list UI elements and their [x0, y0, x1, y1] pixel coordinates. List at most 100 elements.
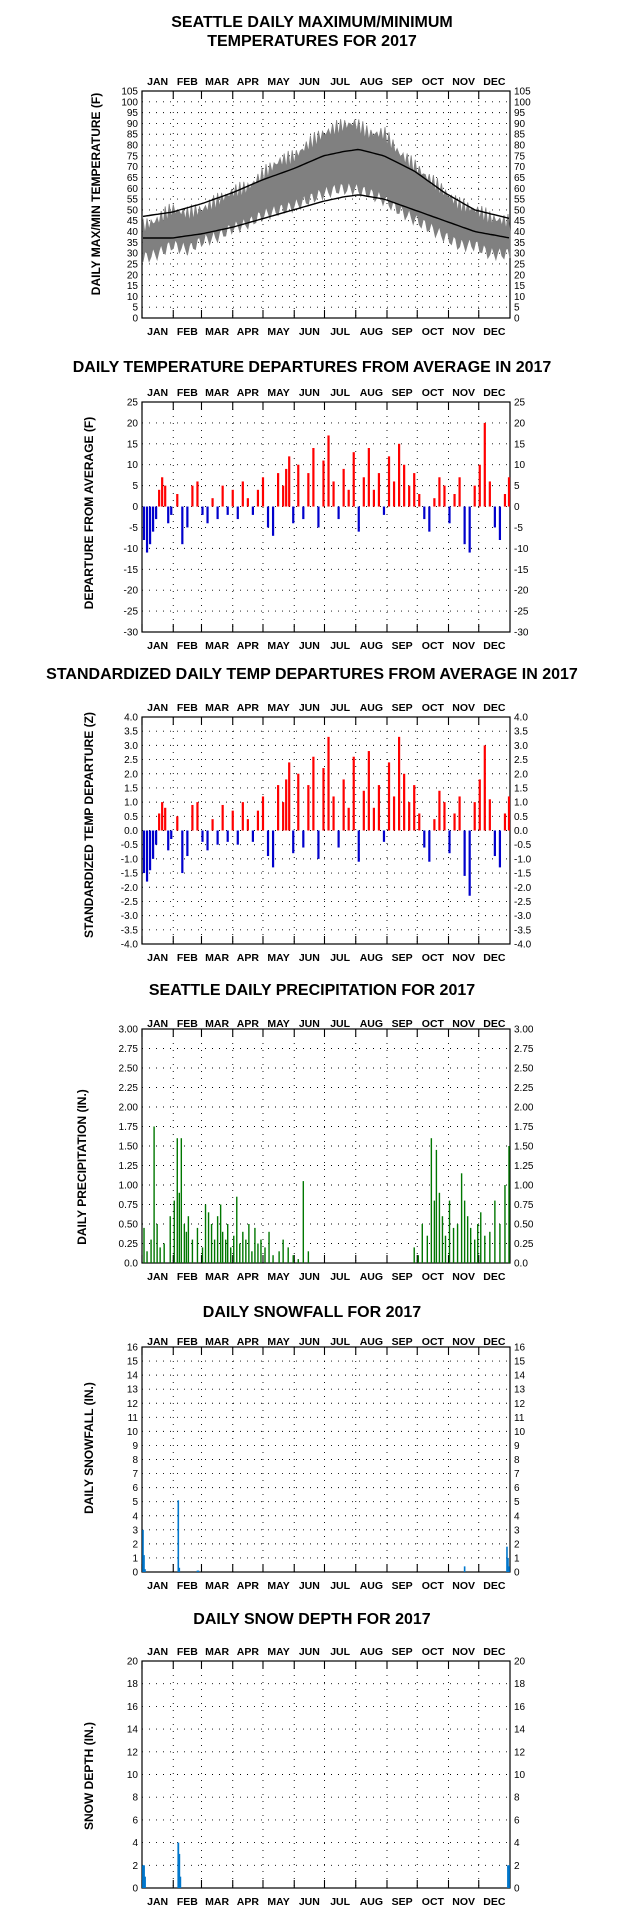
y-tick-label: 100 [121, 97, 138, 108]
month-label: JUL [330, 1018, 350, 1030]
grid [142, 402, 510, 632]
month-ticks [141, 1661, 480, 1888]
month-labels: JAN JAN FEB FEB MAR MAR APR APR MAY MAY JUN JUN JUL J… [147, 1018, 506, 1283]
y-tick-label: 15 [127, 1357, 139, 1368]
month-label: JUN [299, 76, 320, 88]
y-tick-label: 50 [514, 205, 526, 216]
bar [180, 1138, 183, 1263]
bar [226, 506, 229, 515]
chart-title-line-1: DAILY SNOWFALL FOR 2017 [202, 1304, 422, 1321]
grid [142, 91, 510, 318]
month-labels: JAN JAN FEB FEB MAR MAR APR APR MAY MAY JUN JUN JUL J… [147, 1336, 506, 1592]
month-label: JAN [147, 1580, 168, 1592]
bar [158, 813, 161, 831]
bar [245, 1239, 247, 1263]
y-tick-label: 10 [514, 292, 526, 303]
month-label: FEB [177, 387, 198, 399]
bar [216, 830, 219, 845]
bar [421, 1224, 423, 1263]
bar [417, 1255, 419, 1263]
bar [463, 506, 466, 545]
bar [282, 1239, 284, 1263]
y-tick-label: 2.50 [514, 1064, 534, 1075]
bar [477, 1224, 479, 1263]
bar [161, 477, 164, 507]
month-label: MAY [267, 1336, 289, 1348]
bar [288, 762, 291, 831]
bar [219, 1204, 222, 1263]
bar [347, 489, 350, 507]
bar [150, 1239, 152, 1263]
month-label: JAN [147, 326, 168, 338]
bar [261, 796, 265, 831]
y-tick-label: 12 [127, 1399, 139, 1410]
bar [251, 1251, 253, 1263]
month-label: NOV [452, 952, 475, 964]
bar [504, 1185, 506, 1263]
month-label: MAR [205, 1646, 229, 1658]
bar [216, 1216, 219, 1263]
y-tick-label: 2.50 [119, 1064, 139, 1075]
y-tick-label: 0 [132, 314, 138, 325]
y-tick-label: 0 [514, 1884, 520, 1895]
y-tick-label: 35 [127, 238, 139, 249]
plot-frame [141, 401, 511, 633]
month-label: JAN [147, 76, 168, 88]
y-tick-label: 75 [514, 151, 526, 162]
bar [327, 435, 330, 507]
bar [196, 481, 199, 507]
y-tick-label: 1.5 [514, 783, 528, 794]
month-label: OCT [422, 1646, 445, 1658]
y-tick-label: 18 [127, 1679, 139, 1690]
bar [231, 489, 234, 507]
bar [372, 489, 375, 507]
y-tick-label: 1 [514, 1553, 520, 1564]
bar [468, 506, 471, 553]
month-label: DEC [483, 952, 506, 964]
bar [408, 485, 411, 507]
y-tick-label: 14 [127, 1725, 139, 1736]
month-label: AUG [360, 702, 383, 714]
y-tick-label: 3 [514, 1525, 520, 1536]
y-tick-label: 1.50 [514, 1142, 534, 1153]
bar [178, 1853, 181, 1888]
month-label: SEP [392, 1336, 413, 1348]
bar [177, 1842, 180, 1888]
bar [463, 1566, 466, 1572]
grid [142, 717, 510, 944]
bar [452, 1227, 455, 1263]
bar [173, 1200, 175, 1263]
y-tick-label: 3.00 [514, 1025, 534, 1036]
y-tick-label: 20 [127, 270, 139, 281]
bar [506, 1546, 508, 1572]
month-label: MAY [267, 1896, 289, 1908]
bar [167, 830, 170, 851]
month-label: NOV [452, 702, 475, 714]
y-tick-label: 10 [514, 1427, 526, 1438]
month-label: JUN [299, 1336, 320, 1348]
y-tick-label: 40 [514, 227, 526, 238]
y-tick-label: 65 [127, 173, 139, 184]
bar [142, 1529, 144, 1572]
y-tick-label: 1 [132, 1553, 138, 1564]
month-label: SEP [392, 1580, 413, 1592]
y-tick-label: -2.5 [121, 897, 139, 908]
bar [317, 506, 320, 528]
month-label: MAR [205, 640, 229, 652]
bar [430, 1138, 433, 1263]
month-label: APR [237, 1646, 260, 1658]
grid [142, 1347, 510, 1572]
bar [226, 830, 229, 842]
bar [216, 506, 219, 520]
month-label: JUL [330, 1646, 350, 1658]
month-label: OCT [422, 1336, 445, 1348]
bar [169, 1216, 171, 1263]
bar [312, 448, 315, 507]
bar [507, 1557, 509, 1572]
bar [254, 1227, 256, 1263]
month-label: SEP [392, 1271, 413, 1283]
y-tick-label: 0.25 [514, 1239, 534, 1250]
y-tick-label: 16 [514, 1343, 526, 1354]
bar [241, 802, 244, 831]
y-tick-label: -3.5 [121, 925, 139, 936]
